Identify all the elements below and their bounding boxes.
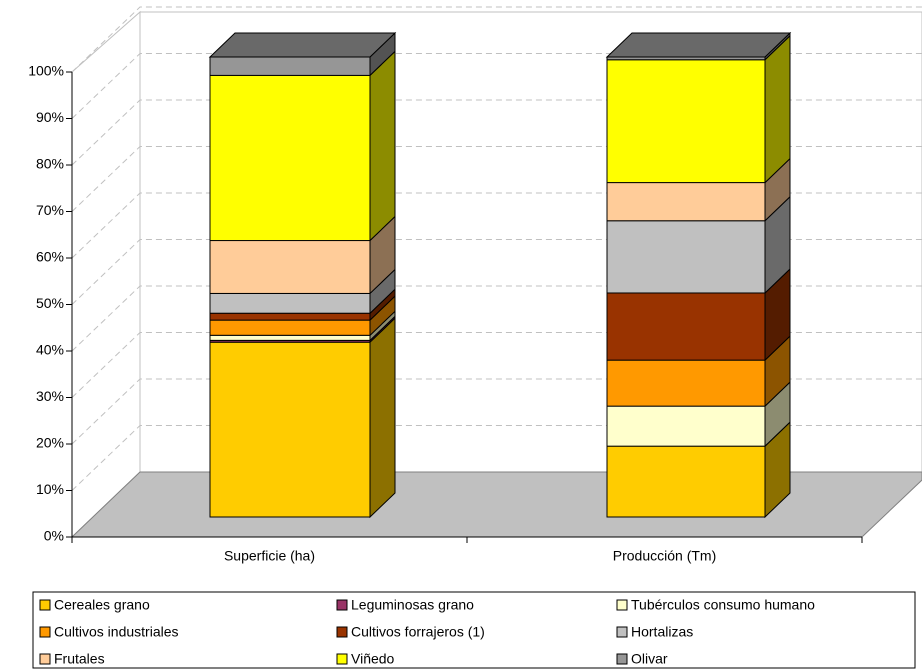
legend-swatch — [616, 626, 628, 638]
y-tick-label: 50% — [36, 295, 64, 311]
legend-swatch — [39, 599, 51, 611]
bar-side — [369, 50, 396, 242]
legend-label: Frutales — [54, 651, 105, 667]
y-tick-label: 40% — [36, 342, 64, 358]
floor — [70, 471, 922, 538]
legend-label: Cereales grano — [54, 597, 150, 613]
x-tick-label: Producción (Tm) — [613, 548, 716, 564]
y-tick-label: 70% — [36, 202, 64, 218]
bar-segment — [606, 182, 766, 222]
legend-label: Cultivos industriales — [54, 624, 179, 640]
legend-swatch — [336, 653, 348, 665]
legend-label: Olivar — [631, 651, 668, 667]
bar-segment — [606, 220, 766, 294]
legend-label: Hortalizas — [631, 624, 693, 640]
bar-segment — [209, 240, 371, 294]
bar-segment — [606, 359, 766, 407]
bar-segment — [209, 341, 371, 518]
bar-segment — [209, 334, 371, 341]
y-tick-label: 90% — [36, 109, 64, 125]
bar-side — [764, 34, 791, 184]
legend-label: Viñedo — [351, 651, 395, 667]
bar-segment — [606, 59, 766, 184]
bar-segment — [606, 445, 766, 518]
bar-segment — [606, 405, 766, 447]
legend-swatch — [39, 653, 51, 665]
y-tick-label: 0% — [44, 528, 64, 544]
legend-label: Cultivos forrajeros (1) — [351, 624, 485, 640]
legend-swatch — [616, 599, 628, 611]
bar-segment — [606, 292, 766, 361]
x-tick-label: Superficie (ha) — [224, 548, 315, 564]
bar-segment — [209, 292, 371, 314]
legend-label: Leguminosas grano — [351, 597, 474, 613]
y-tick-label: 20% — [36, 435, 64, 451]
legend-label: Tubérculos consumo humano — [631, 597, 815, 613]
bar-segment — [209, 312, 371, 321]
bar-side — [369, 317, 396, 519]
bar-top — [208, 32, 397, 58]
y-tick-label: 80% — [36, 156, 64, 172]
bar-top — [605, 32, 792, 58]
y-tick-label: 30% — [36, 388, 64, 404]
bar-segment — [209, 319, 371, 336]
y-tick-label: 60% — [36, 249, 64, 265]
grid-line — [71, 6, 922, 73]
y-tick-label: 10% — [36, 481, 64, 497]
legend — [32, 591, 916, 669]
side-wall — [71, 10, 141, 539]
legend-swatch — [336, 626, 348, 638]
legend-swatch — [39, 626, 51, 638]
legend-swatch — [336, 599, 348, 611]
bar-segment — [209, 56, 371, 76]
bar-segment — [209, 74, 371, 242]
legend-swatch — [616, 653, 628, 665]
y-tick-label: 100% — [28, 63, 64, 79]
